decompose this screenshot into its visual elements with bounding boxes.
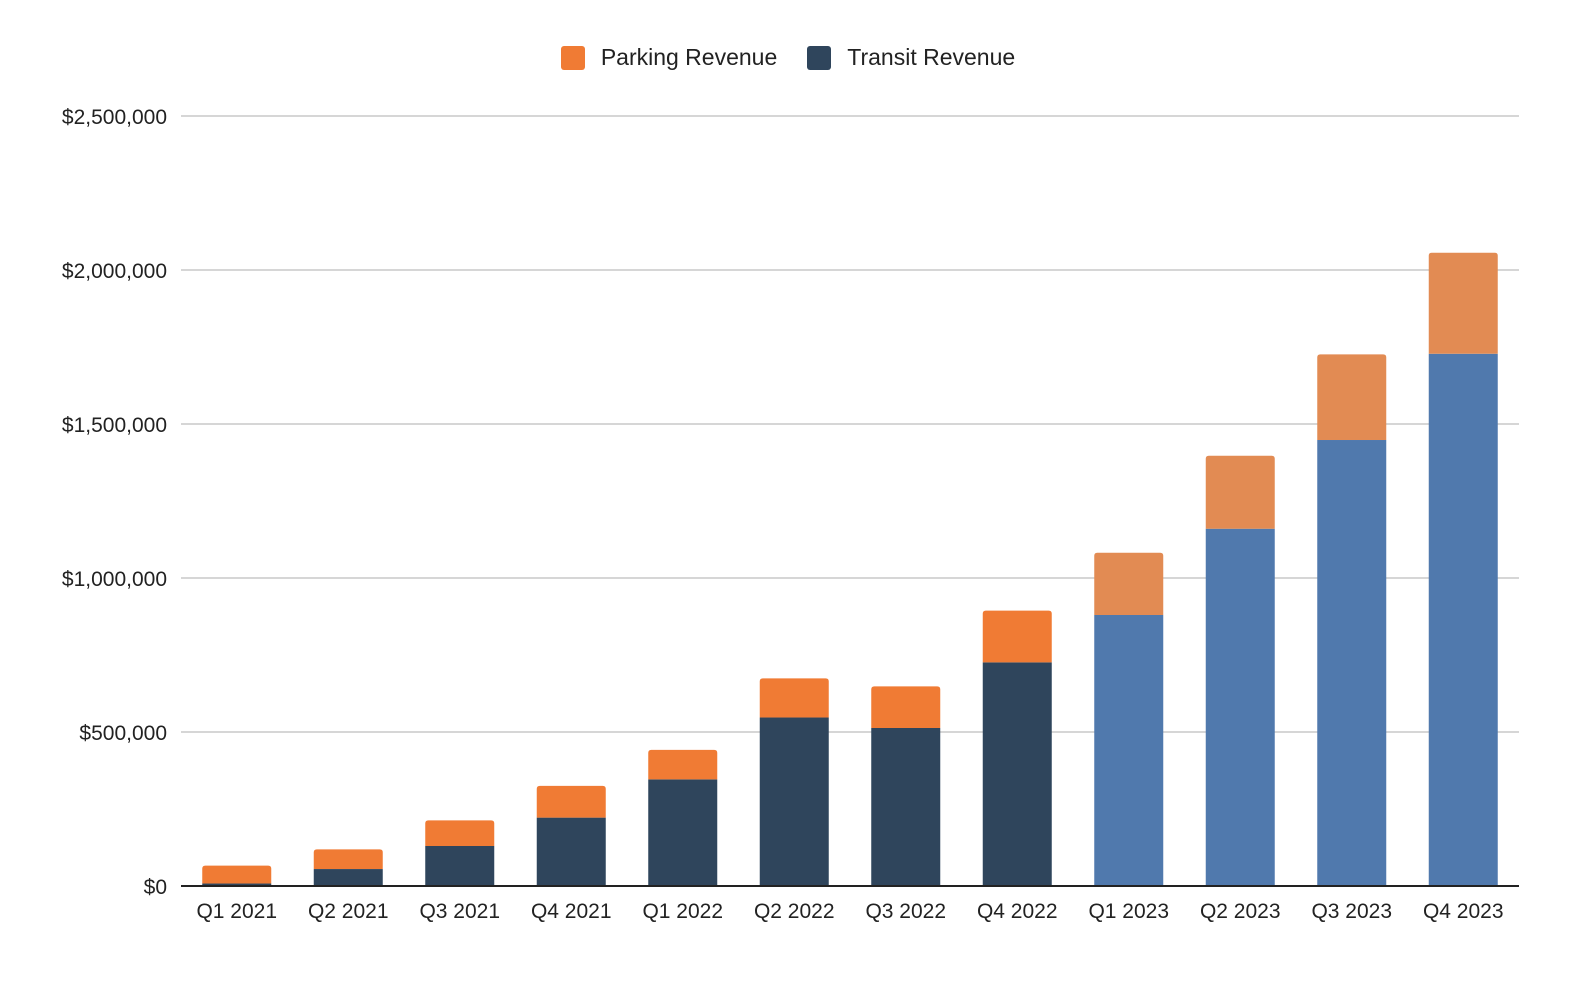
bar-transit-revenue <box>648 779 718 886</box>
x-tick-label: Q2 2023 <box>1200 900 1281 923</box>
bar-parking-revenue <box>1205 455 1275 529</box>
x-tick-label: Q4 2022 <box>977 900 1058 923</box>
bar-transit-revenue <box>982 662 1052 886</box>
bar-parking-revenue <box>202 865 272 884</box>
bar-parking-revenue <box>759 678 829 718</box>
legend-item-transit-revenue[interactable]: Transit Revenue <box>807 44 1015 71</box>
legend-label-parking-revenue: Parking Revenue <box>600 44 778 70</box>
legend-label-transit-revenue: Transit Revenue <box>847 44 1016 70</box>
x-tick-label: Q1 2023 <box>1088 900 1169 923</box>
x-tick-label: Q3 2021 <box>419 900 500 923</box>
bar-transit-revenue <box>536 817 606 886</box>
x-tick-label: Q1 2021 <box>196 900 277 923</box>
legend-item-parking-revenue[interactable]: Parking Revenue <box>560 44 778 71</box>
bar-parking-revenue <box>648 749 718 780</box>
x-tick-label: Q3 2023 <box>1311 900 1392 923</box>
x-tick-label: Q1 2022 <box>642 900 723 923</box>
bar-parking-revenue <box>425 820 495 846</box>
bar-transit-revenue <box>313 869 383 886</box>
bar-transit-revenue <box>871 727 941 886</box>
y-tick-label: $500,000 <box>79 722 167 745</box>
bar-transit-revenue <box>1428 353 1498 886</box>
y-tick-label: $2,000,000 <box>62 260 167 283</box>
x-tick-label: Q2 2021 <box>308 900 389 923</box>
bar-transit-revenue <box>1317 440 1387 886</box>
y-tick-label: $2,500,000 <box>62 106 167 129</box>
legend-swatch-transit-revenue <box>807 45 832 70</box>
bar-transit-revenue <box>1094 614 1164 886</box>
x-tick-label: Q4 2021 <box>531 900 612 923</box>
bar-transit-revenue <box>202 883 272 886</box>
bar-transit-revenue <box>1205 528 1275 886</box>
y-tick-label: $0 <box>144 876 167 899</box>
legend: Parking Revenue Transit Revenue <box>0 44 1576 71</box>
x-tick-label: Q4 2023 <box>1423 900 1504 923</box>
y-tick-label: $1,500,000 <box>62 414 167 437</box>
bar-parking-revenue <box>536 785 606 818</box>
legend-swatch-parking-revenue <box>560 45 585 70</box>
bar-transit-revenue <box>759 717 829 886</box>
x-tick-label: Q3 2022 <box>865 900 946 923</box>
bar-parking-revenue <box>1317 354 1387 441</box>
bar-parking-revenue <box>982 610 1052 663</box>
bar-parking-revenue <box>1428 252 1498 354</box>
y-tick-label: $1,000,000 <box>62 568 167 591</box>
bar-parking-revenue <box>1094 552 1164 615</box>
bar-parking-revenue <box>871 686 941 728</box>
bar-transit-revenue <box>425 845 495 886</box>
x-tick-label: Q2 2022 <box>754 900 835 923</box>
bar-parking-revenue <box>313 849 383 870</box>
